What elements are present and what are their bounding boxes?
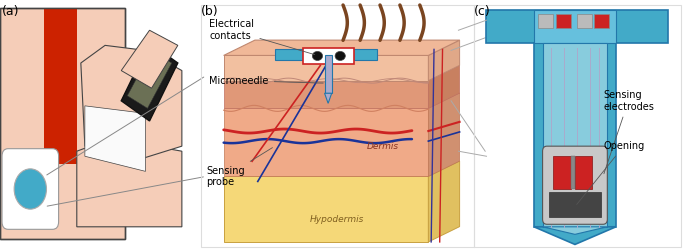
Text: Dermis: Dermis xyxy=(366,142,399,151)
Polygon shape xyxy=(0,8,125,239)
Bar xyxy=(223,81,428,108)
Polygon shape xyxy=(121,30,178,88)
Bar xyxy=(486,10,668,43)
Text: (a): (a) xyxy=(2,5,19,18)
Polygon shape xyxy=(45,8,77,164)
Bar xyxy=(556,14,571,28)
Text: Microneedle: Microneedle xyxy=(210,76,323,86)
Bar xyxy=(577,14,593,28)
Polygon shape xyxy=(543,227,608,234)
Bar xyxy=(303,48,354,64)
Polygon shape xyxy=(77,139,182,227)
Text: Opening: Opening xyxy=(577,141,645,204)
Bar xyxy=(543,43,608,227)
Polygon shape xyxy=(428,40,460,81)
Polygon shape xyxy=(85,106,145,171)
Circle shape xyxy=(14,169,47,209)
Text: (c): (c) xyxy=(473,5,490,18)
Text: (b): (b) xyxy=(201,5,219,18)
Text: Sensing
electrodes: Sensing electrodes xyxy=(603,90,654,174)
FancyBboxPatch shape xyxy=(2,149,59,229)
Bar xyxy=(534,43,616,227)
Polygon shape xyxy=(223,40,460,55)
Bar xyxy=(571,156,575,189)
Circle shape xyxy=(335,51,345,60)
Circle shape xyxy=(312,51,323,60)
Polygon shape xyxy=(428,65,460,108)
Polygon shape xyxy=(325,93,332,103)
Polygon shape xyxy=(428,93,460,176)
FancyBboxPatch shape xyxy=(543,146,608,224)
Bar xyxy=(595,14,610,28)
Text: Electrical
contacts: Electrical contacts xyxy=(210,19,315,55)
Text: Sensing
probe: Sensing probe xyxy=(207,148,273,187)
Bar xyxy=(549,192,601,217)
Polygon shape xyxy=(428,161,460,242)
Bar xyxy=(325,55,332,93)
Polygon shape xyxy=(121,43,178,121)
Bar xyxy=(553,156,571,189)
Bar xyxy=(575,156,593,189)
Bar xyxy=(534,10,616,43)
Bar xyxy=(223,108,428,176)
Bar xyxy=(275,49,377,60)
Polygon shape xyxy=(81,45,182,164)
Polygon shape xyxy=(534,227,616,244)
Text: Hypodermis: Hypodermis xyxy=(310,215,364,224)
Text: 5
mM: 5 mM xyxy=(142,71,157,85)
Bar xyxy=(223,176,428,242)
Polygon shape xyxy=(127,50,172,108)
Bar xyxy=(538,14,553,28)
Bar xyxy=(223,55,428,81)
